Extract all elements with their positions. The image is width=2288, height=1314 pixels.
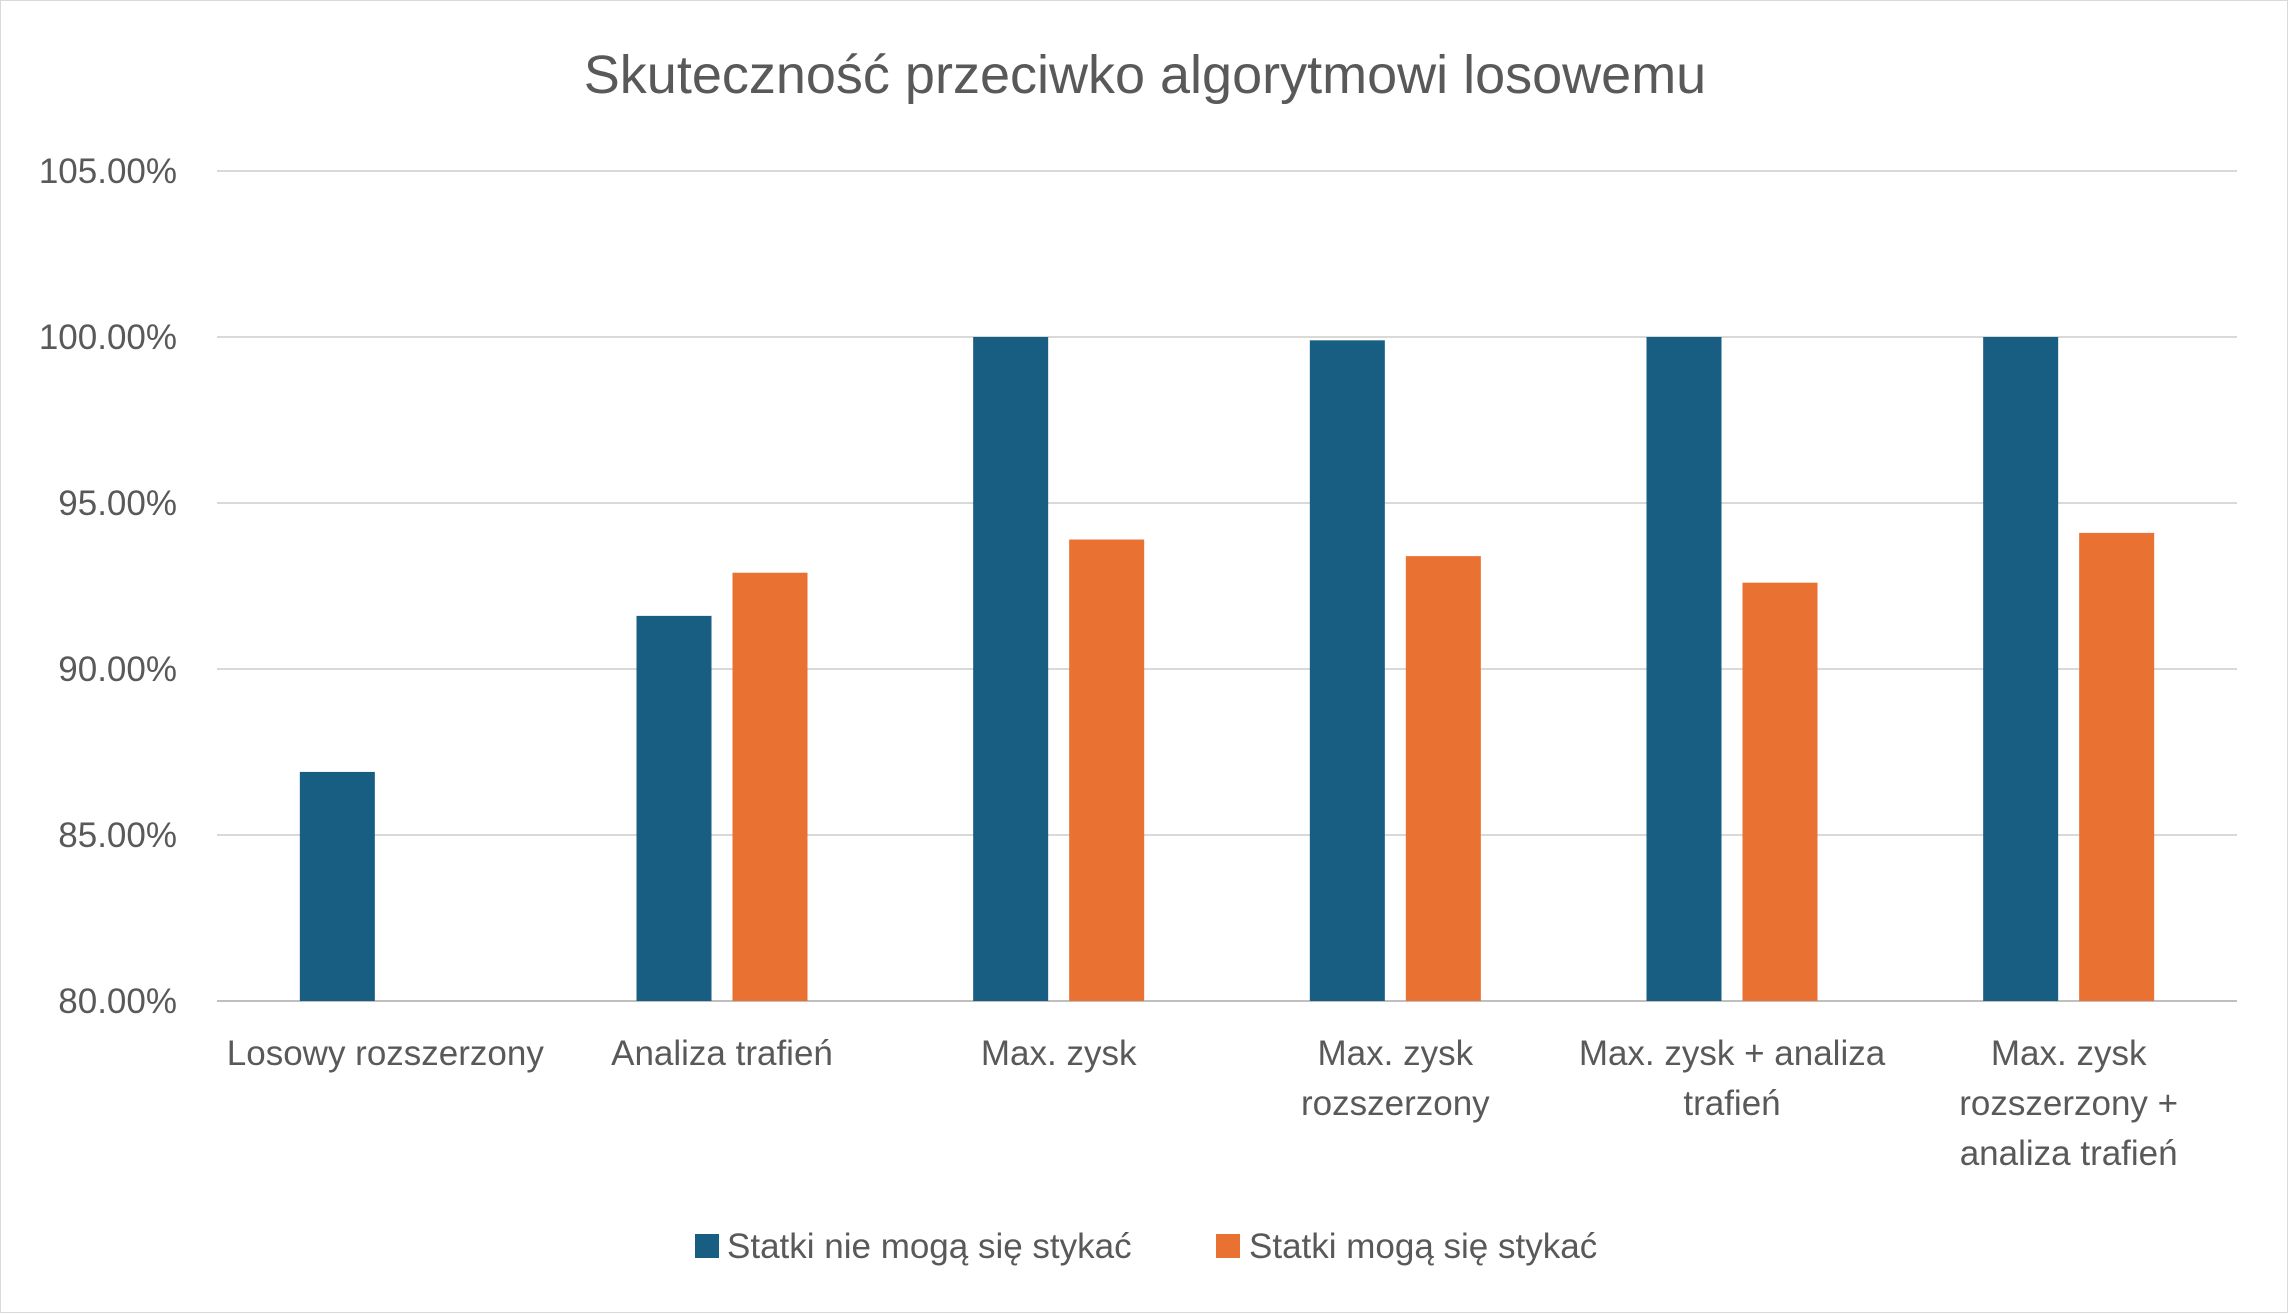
bars bbox=[299, 337, 2155, 1001]
bar-series1 bbox=[636, 615, 712, 1001]
bar-series1 bbox=[299, 771, 375, 1001]
legend-swatch bbox=[1216, 1234, 1240, 1258]
x-category-label: rozszerzony bbox=[1301, 1084, 1490, 1123]
bar-series2 bbox=[1742, 582, 1818, 1001]
x-category-label: Analiza trafień bbox=[611, 1034, 833, 1073]
x-category-label: analiza trafień bbox=[1960, 1134, 2178, 1173]
x-category-label: Losowy rozszerzony bbox=[227, 1034, 545, 1073]
legend-label: Statki mogą się stykać bbox=[1249, 1227, 1597, 1266]
y-tick-label: 100.00% bbox=[39, 318, 177, 357]
y-tick-label: 90.00% bbox=[58, 650, 177, 689]
legend-label: Statki nie mogą się stykać bbox=[727, 1227, 1132, 1266]
y-axis-ticks: 80.00% 85.00% 90.00% 95.00% 100.00% 105.00% bbox=[39, 152, 177, 1021]
y-tick-label: 105.00% bbox=[39, 152, 177, 191]
bar-series2 bbox=[1405, 556, 1481, 1001]
legend: Statki nie mogą się stykać Statki mogą si… bbox=[695, 1227, 1597, 1266]
x-category-label: rozszerzony + bbox=[1959, 1084, 2178, 1123]
y-tick-label: 80.00% bbox=[58, 982, 177, 1021]
bar-series2 bbox=[2079, 532, 2155, 1001]
bar-series1 bbox=[973, 337, 1049, 1001]
bar-series1 bbox=[1646, 337, 1722, 1001]
bar-series1 bbox=[1309, 340, 1385, 1001]
bar-series1 bbox=[1983, 337, 2059, 1001]
bar-series2 bbox=[732, 572, 808, 1001]
x-category-label: Max. zysk + analiza bbox=[1579, 1034, 1886, 1073]
bar-series2 bbox=[1069, 539, 1145, 1001]
x-category-label: Max. zysk bbox=[1318, 1034, 1474, 1073]
x-category-label: Max. zysk bbox=[981, 1034, 1137, 1073]
gridlines bbox=[217, 170, 2237, 1002]
x-category-label: trafień bbox=[1683, 1084, 1780, 1123]
y-tick-label: 85.00% bbox=[58, 816, 177, 855]
y-tick-label: 95.00% bbox=[58, 484, 177, 523]
x-axis-categories: Losowy rozszerzony Analiza trafień Max. zy… bbox=[227, 1034, 2178, 1173]
legend-swatch bbox=[695, 1234, 719, 1258]
x-category-label: Max. zysk bbox=[1991, 1034, 2147, 1073]
chart-title: Skuteczność przeciwko algorytmowi losowe… bbox=[584, 45, 1706, 105]
